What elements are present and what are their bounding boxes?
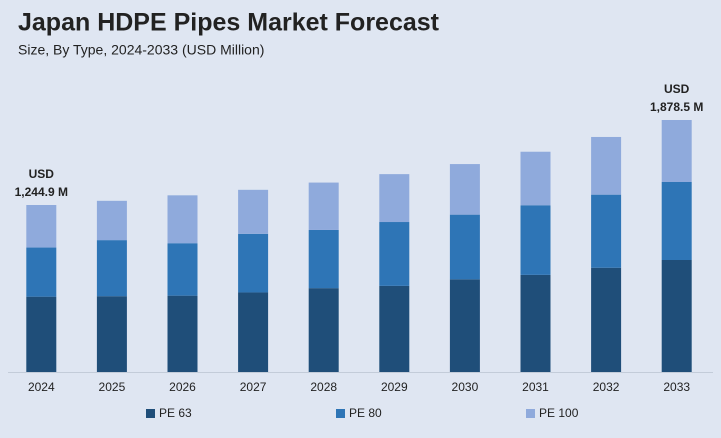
x-tick-label: 2024 [28,380,55,394]
bar-segment [26,247,57,297]
legend-swatch [146,409,155,418]
bar-segment [661,120,692,183]
bar-segment [591,194,622,268]
legend-swatch [336,409,345,418]
bar-segment [96,200,127,241]
legend-label: PE 80 [349,406,382,420]
bar-segment [238,292,269,372]
bar-segment [661,259,692,372]
annotation: 1,878.5 M [650,100,703,114]
annotation: USD [664,82,690,96]
x-tick-label: 2026 [169,380,196,394]
bar-segment [167,195,198,244]
bar-segment [96,296,127,372]
bar-segment [520,205,551,275]
bar-segment [238,233,269,293]
bar-segment [308,288,339,372]
bar-segment [308,229,339,289]
bar-segment [379,174,410,223]
chart-title: Japan HDPE Pipes Market Forecast [18,9,440,37]
bar-segment [167,243,198,296]
bar-segment [96,240,127,297]
bar-segment [26,204,57,248]
x-tick-label: 2031 [522,380,549,394]
bar-segment [449,214,480,280]
bar-segment [167,295,198,372]
x-tick-label: 2028 [310,380,337,394]
x-tick-label: 2027 [240,380,267,394]
legend-label: PE 100 [539,406,579,420]
x-tick-label: 2029 [381,380,408,394]
bar-segment [520,274,551,372]
bar-segment [379,222,410,286]
bar-segment [520,151,551,206]
bar-segment [26,296,57,372]
legend-label: PE 63 [159,406,192,420]
legend-swatch [526,409,535,418]
x-tick-label: 2033 [663,380,690,394]
bar-segment [238,189,269,234]
chart-subtitle: Size, By Type, 2024-2033 (USD Million) [18,42,264,58]
bar-segment [591,267,622,372]
bar-segment [379,285,410,372]
x-tick-label: 2032 [593,380,620,394]
bar-segment [308,182,339,230]
annotation: USD [29,167,55,181]
annotation: 1,244.9 M [15,185,68,199]
bar-segment [449,164,480,215]
bar-segment [591,136,622,195]
x-tick-label: 2025 [99,380,126,394]
bar-segment [449,279,480,372]
bar-segment [661,182,692,260]
x-tick-label: 2030 [452,380,479,394]
